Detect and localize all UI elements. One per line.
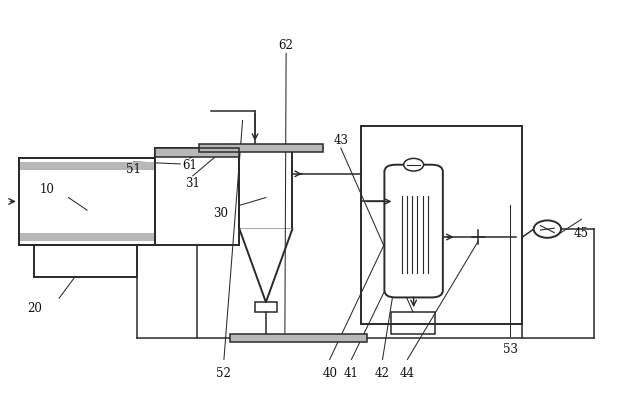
Text: 53: 53 <box>503 343 518 356</box>
Bar <box>361 126 522 324</box>
Text: 10: 10 <box>39 183 54 196</box>
Text: 61: 61 <box>182 160 197 172</box>
Bar <box>230 334 367 342</box>
Text: 44: 44 <box>400 367 415 380</box>
Bar <box>19 158 156 245</box>
Text: 40: 40 <box>322 367 337 380</box>
Polygon shape <box>239 229 292 302</box>
Bar <box>19 162 156 170</box>
Bar <box>34 245 137 276</box>
Text: 43: 43 <box>333 134 348 147</box>
Bar <box>19 158 156 245</box>
FancyBboxPatch shape <box>384 165 443 297</box>
Bar <box>199 144 323 152</box>
Text: 30: 30 <box>213 207 228 220</box>
Text: 62: 62 <box>279 39 294 52</box>
Text: 41: 41 <box>344 367 359 380</box>
Text: 20: 20 <box>27 302 42 314</box>
Bar <box>19 233 156 241</box>
Bar <box>391 312 435 334</box>
Bar <box>255 302 277 312</box>
Bar <box>239 150 292 229</box>
Text: 52: 52 <box>216 367 231 380</box>
Bar <box>156 148 239 245</box>
Circle shape <box>404 158 424 171</box>
Bar <box>156 148 239 157</box>
Text: 51: 51 <box>126 164 141 176</box>
Text: 45: 45 <box>574 227 589 239</box>
Text: 42: 42 <box>375 367 390 380</box>
Bar <box>230 334 367 342</box>
Text: 31: 31 <box>185 177 200 190</box>
Bar <box>199 144 323 152</box>
Bar <box>156 148 239 157</box>
Circle shape <box>534 220 561 238</box>
